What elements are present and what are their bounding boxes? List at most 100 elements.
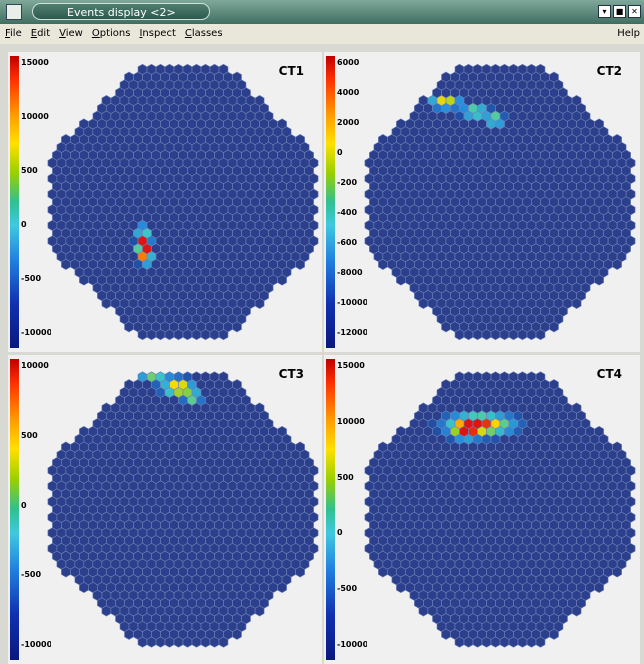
scale-label: -500 [21,570,51,579]
pixel [147,329,156,339]
pixel [125,322,134,332]
pixel [518,637,527,647]
pixel [165,637,174,647]
scale-label: -12000 [337,328,367,337]
pixel [396,275,405,285]
title-bar: Events display <2> ▾ ■ ✕ [0,0,644,24]
pixel [296,259,305,269]
pixel [396,582,405,592]
pixel [595,275,604,285]
pixel [482,329,491,339]
pixel [536,637,545,647]
scale-label: 15000 [21,58,51,67]
scale-label: -500 [21,274,51,283]
scale-label: 0 [337,148,367,157]
pixel [61,567,70,577]
camera-view [324,355,640,664]
pixel [233,322,242,332]
pixel [210,637,219,647]
scale-label: 0 [337,528,367,537]
scale-label: 0 [21,501,51,510]
scale-label: 500 [21,431,51,440]
camera-panel: 10000 500 0 -500 -10000 CT3 [8,355,322,664]
scale-label: -10000 [337,298,367,307]
pixel [491,329,500,339]
pixel [442,629,451,639]
pixel [509,637,518,647]
pixel [613,259,622,269]
color-scale [326,56,335,348]
scale-label: 10000 [337,417,367,426]
scale-label: -8000 [337,268,367,277]
minimize-button[interactable]: ▾ [598,5,611,18]
pixel [79,275,88,285]
color-scale [10,359,19,660]
pixel [138,637,147,647]
window: Events display <2> ▾ ■ ✕ FileEditViewOpt… [0,0,644,664]
pixel [455,329,464,339]
camera-view [8,355,322,664]
color-scale [10,56,19,348]
pixel [278,582,287,592]
scale-label: 10000 [21,361,51,370]
pixel [572,298,581,308]
pixel [156,329,165,339]
pixel [595,582,604,592]
pixel [509,329,518,339]
scale-label: -200 [337,178,367,187]
pixel [419,606,428,616]
pixel [174,329,183,339]
maximize-button[interactable]: ■ [613,5,626,18]
pixel [79,582,88,592]
pixel [174,637,183,647]
menu-item[interactable]: Options [87,24,135,39]
pixel [233,629,242,639]
camera-view [8,52,322,352]
panel-title: CT4 [597,367,622,381]
pixel [102,606,111,616]
pixel [183,637,192,647]
pixel [550,322,559,332]
pixel [442,322,451,332]
pixel [527,329,536,339]
pixel [473,329,482,339]
menu-item[interactable]: Help [617,28,640,39]
pixel [500,637,509,647]
scale-label: -10000 [21,640,51,649]
pixel [102,298,111,308]
pixel [61,259,70,269]
pixel [183,329,192,339]
pixel [219,637,228,647]
pixel [210,329,219,339]
pixel [455,637,464,647]
menu-item[interactable]: Edit [26,24,54,39]
scale-label: -600 [337,238,367,247]
pixel [296,567,305,577]
scale-label: -10000 [337,640,367,649]
pixel [378,567,387,577]
pixel [138,329,147,339]
scale-label: 0 [21,220,51,229]
pixel [378,259,387,269]
close-button[interactable]: ✕ [628,5,641,18]
pixel [192,637,201,647]
menu-item[interactable]: File [0,24,26,39]
pixel [518,329,527,339]
camera-panel: 15000100005000-500-10000CT1 [8,52,322,352]
menu-item[interactable]: Inspect [134,24,179,39]
pixel [192,329,201,339]
pixel [419,298,428,308]
pixel [255,298,264,308]
window-menu-button[interactable] [6,4,22,20]
pixel [613,567,622,577]
panel-title: CT3 [279,367,304,381]
scale-label: 500 [337,473,367,482]
color-scale [326,359,335,660]
scale-label: 15000 [337,361,367,370]
pixel [201,329,210,339]
camera-panel: 15000100005000-500-10000CT4 [324,355,640,664]
menu-item[interactable]: View [54,24,87,39]
pixel [500,329,509,339]
menu-item[interactable]: Classes [180,24,227,39]
pixel [219,329,228,339]
